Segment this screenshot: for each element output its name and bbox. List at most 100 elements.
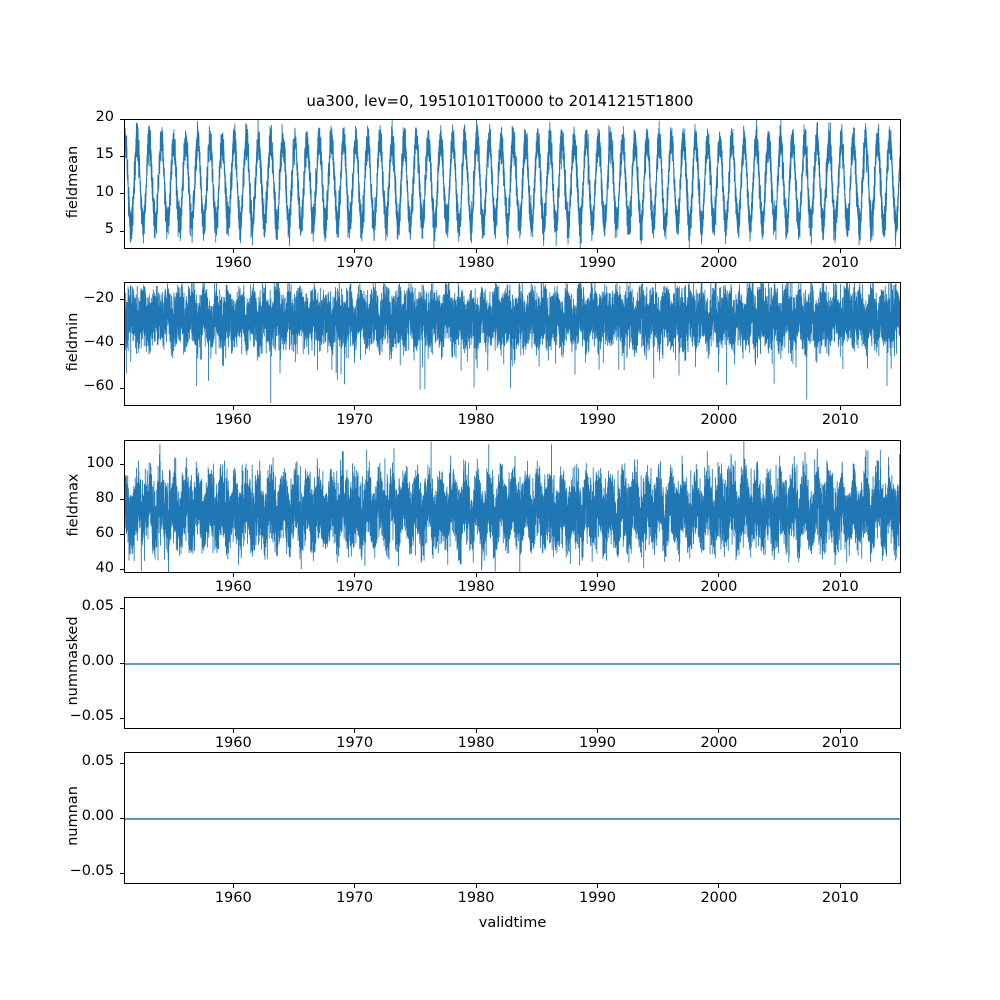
x-tick-mark-fieldmean-1 <box>354 249 356 253</box>
y-tick-mark-numnan-0 <box>120 872 124 874</box>
y-tick-label-fieldmax-0: 40 <box>95 559 114 576</box>
x-tick-label-nummasked-4: 2000 <box>700 735 738 751</box>
x-tick-label-numnan-5: 2010 <box>821 890 859 906</box>
y-tick-mark-fieldmin-0 <box>120 387 124 389</box>
series-fieldmin <box>125 283 900 403</box>
y-tick-label-numnan-0: −0.05 <box>69 863 114 879</box>
x-tick-label-nummasked-2: 1980 <box>457 735 495 751</box>
y-tick-label-fieldmin-0: −60 <box>83 378 114 395</box>
x-tick-mark-fieldmin-1 <box>354 406 356 410</box>
y-tick-label-fieldmax-2: 80 <box>95 489 114 506</box>
x-tick-label-nummasked-0: 1960 <box>214 735 252 751</box>
y-tick-mark-fieldmin-2 <box>120 299 124 301</box>
x-tick-label-fieldmin-1: 1970 <box>336 412 374 428</box>
y-tick-label-fieldmax-3: 100 <box>86 454 114 471</box>
x-tick-label-fieldmax-2: 1980 <box>457 579 495 595</box>
x-tick-mark-fieldmax-4 <box>718 573 720 577</box>
x-tick-mark-numnan-1 <box>354 884 356 888</box>
y-tick-mark-numnan-2 <box>120 762 124 764</box>
x-tick-mark-fieldmean-4 <box>718 249 720 253</box>
x-tick-mark-nummasked-3 <box>596 729 599 733</box>
x-tick-mark-fieldmax-3 <box>596 573 599 577</box>
x-tick-mark-numnan-3 <box>596 884 599 888</box>
figure-title: ua300, lev=0, 19510101T0000 to 20141215T… <box>306 92 694 110</box>
plot-panel-fieldmax <box>124 440 901 573</box>
x-tick-label-fieldmean-1: 1970 <box>336 255 374 271</box>
x-tick-mark-numnan-2 <box>475 884 477 888</box>
x-tick-label-nummasked-5: 2010 <box>821 735 859 751</box>
y-tick-label-nummasked-2: 0.05 <box>81 598 114 614</box>
x-tick-label-fieldmean-5: 2010 <box>821 255 859 271</box>
y-tick-label-numnan-1: 0.00 <box>81 808 114 824</box>
x-tick-label-fieldmean-4: 2000 <box>700 255 738 271</box>
x-tick-mark-nummasked-1 <box>354 729 356 733</box>
x-tick-label-numnan-2: 1980 <box>457 890 495 906</box>
y-tick-label-fieldmean-2: 15 <box>95 146 114 163</box>
x-tick-label-fieldmax-0: 1960 <box>214 579 252 595</box>
x-tick-mark-fieldmean-0 <box>232 249 234 253</box>
x-tick-label-fieldmean-3: 1990 <box>579 255 616 271</box>
x-tick-mark-fieldmin-4 <box>718 406 720 410</box>
x-tick-label-numnan-3: 1990 <box>579 890 616 906</box>
x-tick-label-fieldmax-4: 2000 <box>700 579 738 595</box>
x-tick-label-fieldmin-0: 1960 <box>214 412 252 428</box>
plot-panel-numnan <box>124 752 901 884</box>
x-tick-mark-numnan-5 <box>839 884 841 888</box>
y-tick-mark-nummasked-2 <box>120 607 124 609</box>
x-tick-label-fieldmax-5: 2010 <box>821 579 859 595</box>
x-tick-label-numnan-4: 2000 <box>700 890 738 906</box>
x-tick-mark-nummasked-0 <box>232 729 234 733</box>
x-tick-label-fieldmin-3: 1990 <box>579 412 616 428</box>
x-tick-label-nummasked-1: 1970 <box>336 735 374 751</box>
x-tick-label-fieldmin-5: 2010 <box>821 412 859 428</box>
x-tick-label-fieldmean-2: 1980 <box>457 255 495 271</box>
series-fieldmax <box>125 441 900 572</box>
y-tick-mark-nummasked-1 <box>120 662 124 664</box>
x-tick-mark-fieldmin-2 <box>475 406 477 410</box>
y-tick-mark-fieldmax-3 <box>120 464 124 466</box>
x-tick-mark-fieldmin-5 <box>839 406 841 410</box>
x-tick-mark-fieldmax-2 <box>475 573 477 577</box>
series-fieldmean <box>125 120 900 248</box>
series-numnan <box>125 818 900 820</box>
x-tick-label-fieldmin-4: 2000 <box>700 412 738 428</box>
x-axis-label: validtime <box>478 915 547 931</box>
x-tick-mark-numnan-0 <box>232 884 234 888</box>
x-tick-mark-fieldmax-5 <box>839 573 841 577</box>
y-tick-mark-fieldmax-2 <box>120 499 124 501</box>
x-tick-label-numnan-0: 1960 <box>214 890 252 906</box>
x-tick-mark-fieldmin-3 <box>596 406 599 410</box>
y-tick-mark-numnan-1 <box>120 817 124 819</box>
y-tick-label-fieldmean-0: 5 <box>104 221 114 238</box>
x-tick-label-nummasked-3: 1990 <box>579 735 616 751</box>
plot-panel-nummasked <box>124 597 901 729</box>
y-tick-mark-fieldmin-1 <box>120 343 124 345</box>
x-tick-mark-nummasked-4 <box>718 729 720 733</box>
plot-panel-fieldmean <box>124 119 901 249</box>
x-tick-mark-fieldmax-1 <box>354 573 356 577</box>
y-tick-label-nummasked-0: −0.05 <box>69 708 114 724</box>
x-tick-mark-fieldmean-5 <box>839 249 841 253</box>
y-tick-mark-fieldmean-0 <box>120 230 124 232</box>
x-tick-mark-fieldmax-0 <box>232 573 234 577</box>
plot-panel-fieldmin <box>124 282 901 406</box>
x-tick-label-fieldmin-2: 1980 <box>457 412 495 428</box>
x-tick-mark-fieldmean-3 <box>596 249 599 253</box>
x-tick-label-fieldmean-0: 1960 <box>214 255 252 271</box>
x-tick-label-numnan-1: 1970 <box>336 890 374 906</box>
y-tick-mark-fieldmean-3 <box>120 118 124 120</box>
y-tick-label-nummasked-1: 0.00 <box>81 653 114 669</box>
x-tick-mark-fieldmin-0 <box>232 406 234 410</box>
y-tick-label-fieldmean-3: 20 <box>95 109 114 125</box>
y-tick-mark-fieldmean-1 <box>120 193 124 195</box>
y-tick-mark-nummasked-0 <box>120 717 124 719</box>
x-tick-label-fieldmax-3: 1990 <box>579 579 616 595</box>
x-tick-mark-fieldmean-2 <box>475 249 477 253</box>
y-tick-label-numnan-2: 0.05 <box>81 753 114 769</box>
y-tick-label-fieldmin-2: −20 <box>83 289 114 306</box>
y-axis-label-numnan: numnan <box>65 786 81 846</box>
y-tick-label-fieldmax-1: 60 <box>95 524 114 541</box>
y-tick-mark-fieldmax-0 <box>120 569 124 571</box>
x-tick-label-fieldmax-1: 1970 <box>336 579 374 595</box>
